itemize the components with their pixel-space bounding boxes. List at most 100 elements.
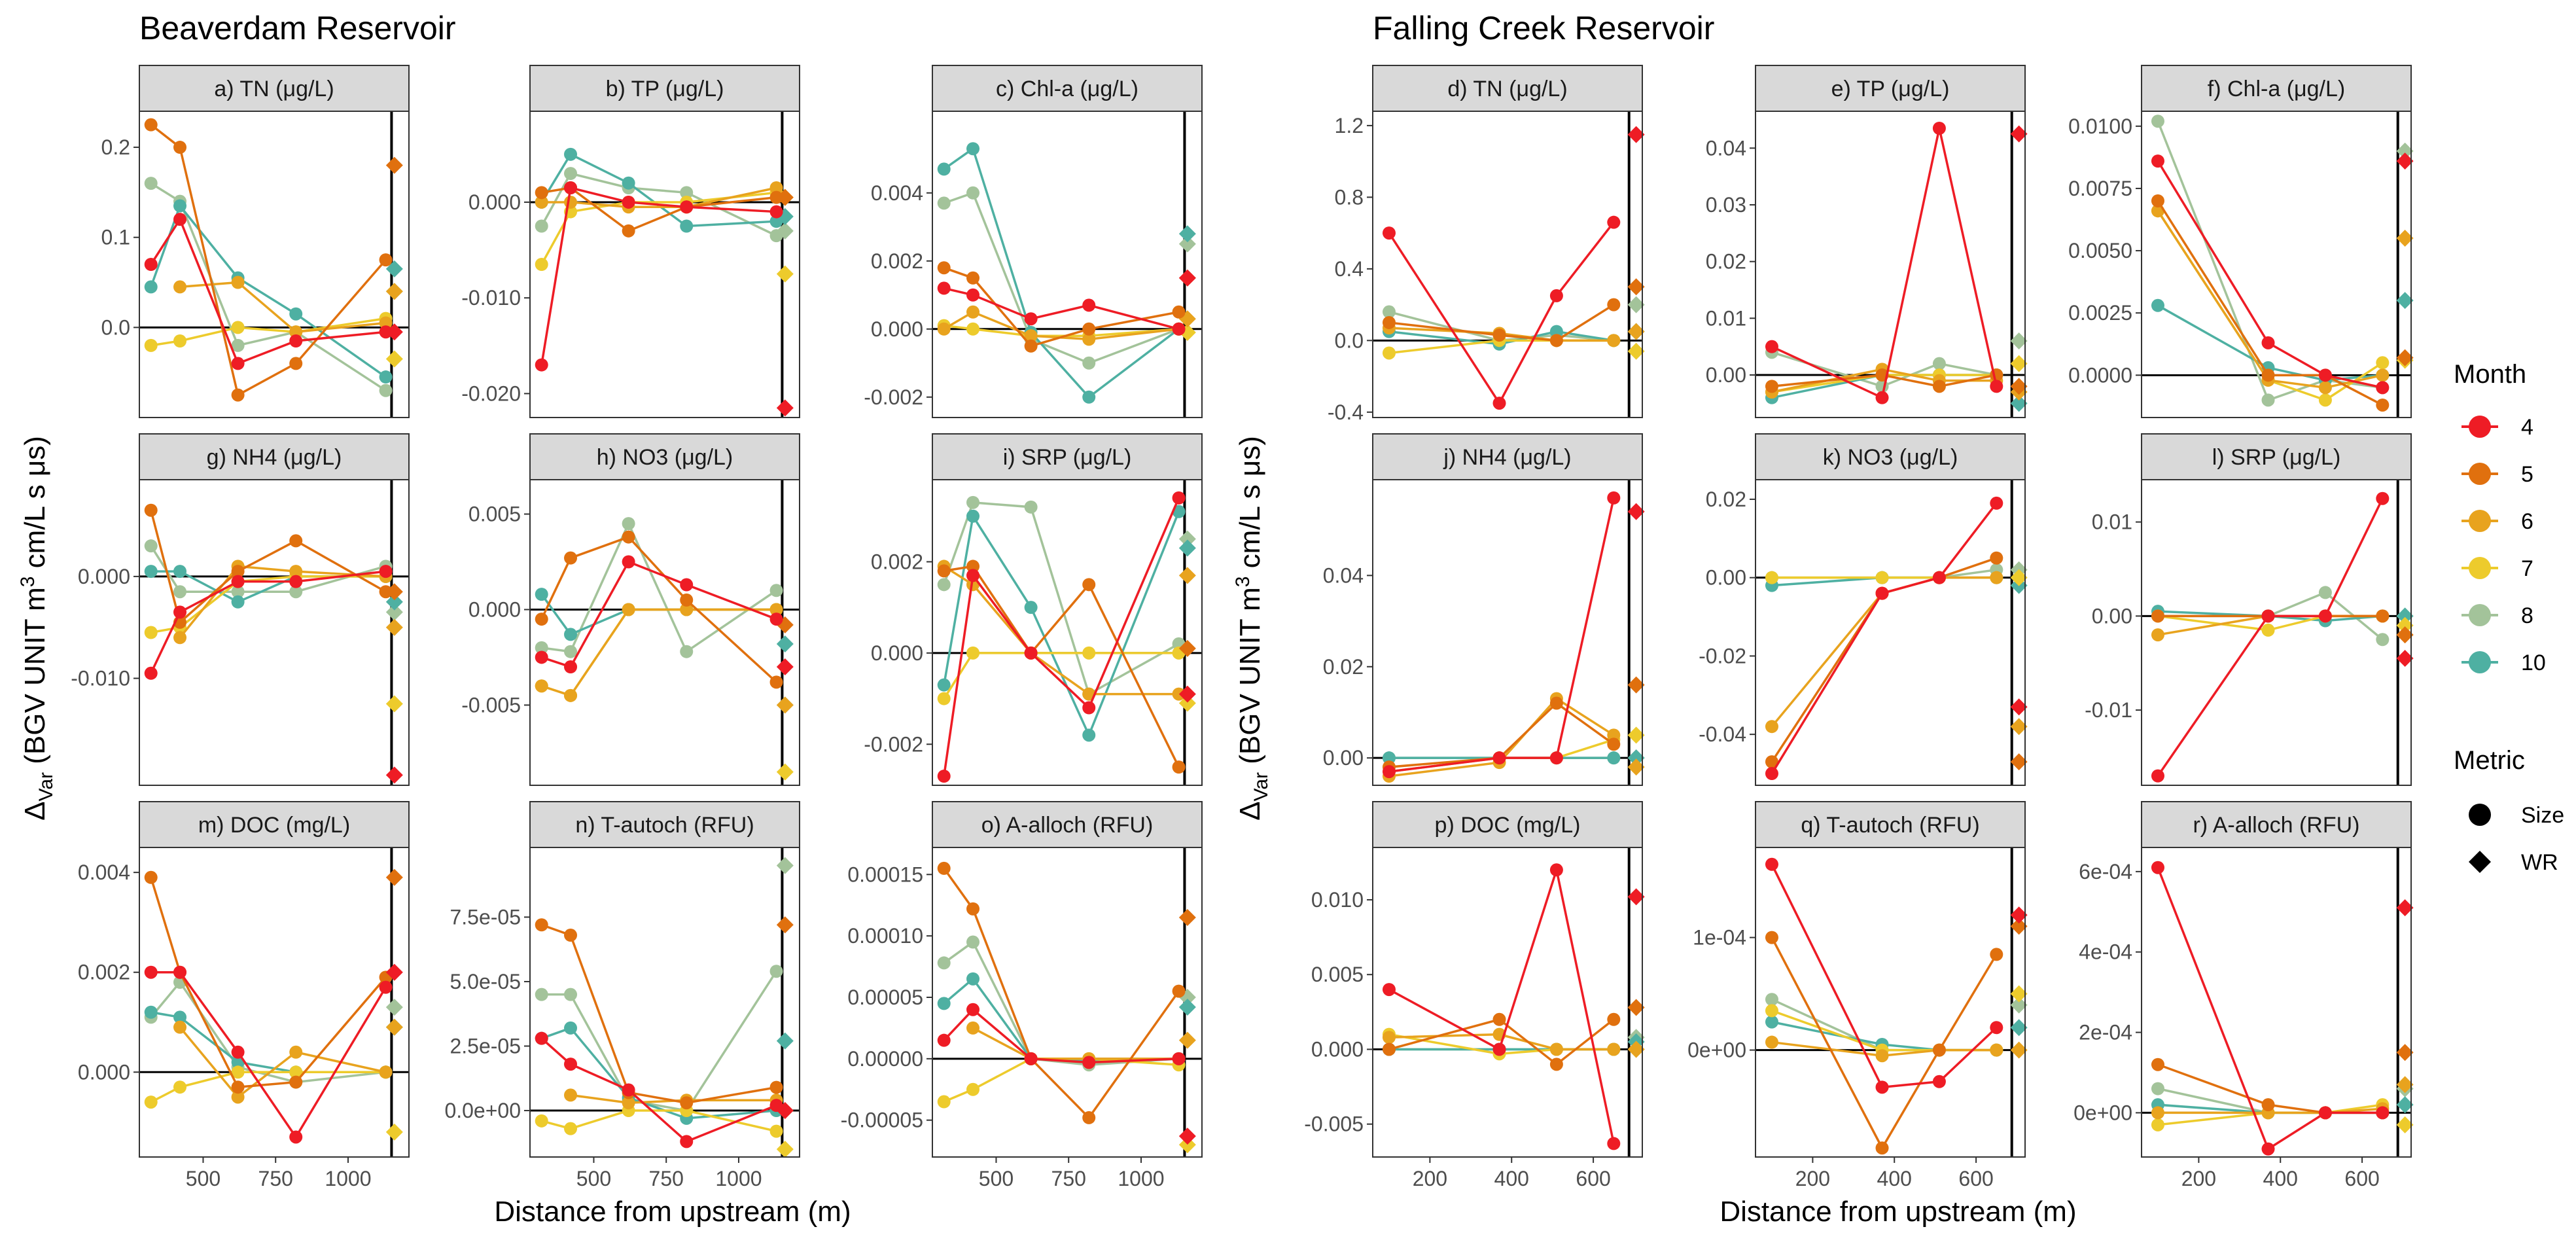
point-month-6 <box>1549 1042 1563 1056</box>
legend-label-6: 6 <box>2521 509 2533 534</box>
wr-diamond-month-4 <box>385 323 403 341</box>
point-month-5 <box>1990 948 2003 961</box>
point-month-7 <box>1765 571 1778 584</box>
svg-text:ΔVar (BGV UNIT m3 cm/L s μs): ΔVar (BGV UNIT m3 cm/L s μs) <box>17 436 57 821</box>
series-line-month-6 <box>179 281 386 334</box>
panel-r: r) A-alloch (RFU) 6e-04 4e-04 2e-04 0e+00 200… <box>2073 801 2414 1190</box>
y-tick-label: 2.5e-05 <box>450 1035 521 1058</box>
legend-dot-6 <box>2469 510 2491 532</box>
series-line-month-5 <box>1771 936 1998 1150</box>
wr-diamond-month-6 <box>2010 1041 2028 1059</box>
wr-diamond-month-5 <box>2396 626 2414 644</box>
point-month-10 <box>1607 751 1621 765</box>
wr-diamond-month-5 <box>385 868 403 886</box>
series-line-month-4 <box>150 970 387 1139</box>
panel-border-j <box>1372 479 1643 786</box>
strip-label-i: i) SRP (μg/L) <box>1003 445 1132 470</box>
wr-diamond-month-6 <box>1627 1041 1645 1058</box>
strip-q <box>1755 801 2026 848</box>
point-month-5 <box>937 861 951 875</box>
y-tick-label: 0.00 <box>2092 604 2132 628</box>
point-month-6 <box>622 1096 635 1110</box>
series-line-month-6 <box>1771 1041 1997 1057</box>
legend-label-4: 4 <box>2521 415 2533 440</box>
panel-border-k <box>1755 479 2026 786</box>
wr-diamond-month-7 <box>385 350 403 368</box>
point-month-10 <box>535 588 548 601</box>
y-tick-label: 0.005 <box>468 503 521 526</box>
point-month-6 <box>1875 1049 1889 1063</box>
point-month-4 <box>1382 983 1396 997</box>
point-month-6 <box>622 603 635 616</box>
point-month-4 <box>1875 586 1889 600</box>
wr-diamond-month-4 <box>2010 125 2028 143</box>
point-month-4 <box>1765 857 1778 871</box>
point-month-7 <box>144 1095 158 1109</box>
point-month-5 <box>622 224 635 238</box>
point-month-4 <box>535 650 548 664</box>
wr-diamond-month-7 <box>1627 726 1645 744</box>
series-line-month-4 <box>1771 502 1998 774</box>
wr-diamond-month-10 <box>2396 607 2414 625</box>
ylabel-sup: 3 <box>1232 577 1254 588</box>
y-tick-label: -0.02 <box>1699 644 1746 668</box>
point-month-5 <box>680 593 694 607</box>
y-tick-label: 0.000 <box>1311 1037 1364 1061</box>
strip-label-k: k) NO3 (μg/L) <box>1823 445 1958 470</box>
wr-diamond-month-6 <box>1178 1031 1196 1049</box>
wr-diamond-month-7 <box>776 265 794 283</box>
y-tick-label: 0.00 <box>1323 746 1364 770</box>
legend-metric-size: Size <box>2521 803 2564 828</box>
wr-diamond-month-7 <box>1178 1136 1196 1154</box>
point-month-10 <box>1382 751 1396 765</box>
ylabel-sub: Var <box>35 772 57 801</box>
series-line-month-4 <box>540 186 777 365</box>
strip-k <box>1755 433 2026 480</box>
panel-b: b) TP (μg/L) 0.000 -0.010 -0.020 <box>461 65 800 418</box>
point-month-6 <box>289 325 303 339</box>
point-month-5 <box>2376 398 2390 412</box>
wr-diamond-month-7 <box>1627 342 1645 360</box>
panel-border-i <box>932 479 1203 786</box>
point-month-8 <box>1082 356 1096 370</box>
point-month-8 <box>144 539 158 553</box>
y-tick-label: 0.01 <box>2092 510 2132 534</box>
series-line-month-6 <box>2157 1107 2383 1114</box>
strip-d <box>1372 65 1643 112</box>
ylabel-delta: Δ <box>19 801 51 820</box>
wr-diamond-month-10 <box>776 635 794 653</box>
point-month-4 <box>1607 1137 1621 1150</box>
point-month-8 <box>2151 1082 2164 1095</box>
point-month-4 <box>1765 767 1778 781</box>
point-month-4 <box>680 200 694 214</box>
panel-j: j) NH4 (μg/L) 0.04 0.02 0.00 <box>1323 433 1645 786</box>
point-month-6 <box>966 1021 980 1035</box>
point-month-10 <box>966 972 980 986</box>
point-month-4 <box>289 1130 303 1144</box>
point-month-5 <box>1492 1012 1506 1026</box>
y-tick-label: 0.0 <box>101 315 130 339</box>
series-line-month-6 <box>179 565 386 639</box>
series-line-month-5 <box>2157 200 2384 406</box>
legend-dot-4 <box>2469 416 2491 438</box>
series-line-month-10 <box>943 977 1179 1063</box>
strip-label-f: f) Chl-a (μg/L) <box>2208 77 2345 101</box>
y-tick-label: 0.000 <box>78 1060 130 1084</box>
point-month-10 <box>289 307 303 321</box>
series-line-month-6 <box>570 1094 777 1104</box>
point-month-6 <box>289 565 303 578</box>
panel-o: o) A-alloch (RFU) 0.00015 0.00010 0.00005 0.… <box>841 801 1203 1190</box>
point-month-6 <box>173 280 187 294</box>
wr-diamond-month-6 <box>1627 323 1645 340</box>
point-month-4 <box>535 358 548 372</box>
point-month-4 <box>680 578 694 592</box>
y-tick-label: 0.000 <box>468 597 521 621</box>
point-month-4 <box>231 575 245 588</box>
y-tick-label: 0.0050 <box>2068 239 2132 262</box>
legend-metric-wr: WR <box>2521 850 2558 875</box>
point-month-5 <box>379 585 393 599</box>
ylabel-delta: Δ <box>1234 801 1266 820</box>
panel-k: k) NO3 (μg/L) 0.02 0.00 -0.02 -0.04 <box>1699 433 2028 786</box>
wr-diamond-month-7 <box>2010 985 2028 1003</box>
point-month-4 <box>937 281 951 295</box>
